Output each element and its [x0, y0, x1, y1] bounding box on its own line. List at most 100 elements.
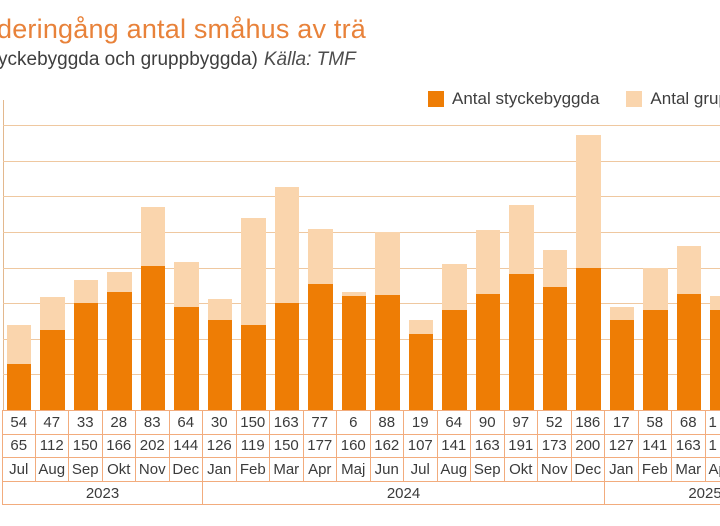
bar-styckebyggda-Nov-4: [140, 266, 165, 410]
bar-styckebyggda-Jul-0: [6, 363, 31, 410]
bar-gruppbyggda-Nov-4: [140, 207, 165, 267]
bar-gruppbyggda-Apr-9: [308, 229, 333, 284]
cell-month-Maj: Maj: [337, 457, 371, 481]
bar-styckebyggda-Dec-17: [576, 267, 601, 410]
cell-styckebyggda-Nov: 173: [538, 433, 572, 457]
cell-month-Dec: Dec: [571, 457, 605, 481]
legend-item-gruppbyggda: Antal gruppbyggda: [626, 89, 720, 109]
bar-gruppbyggda-Jun-11: [375, 232, 400, 295]
bar-styckebyggda-Jul-12: [408, 333, 433, 410]
bar-styckebyggda-Sep-14: [475, 293, 500, 410]
bar-gruppbyggda-Dec-17: [576, 135, 601, 268]
legend-item-styckebyggda: Antal styckebyggda: [428, 89, 599, 109]
cell-month-Apr: Apr: [303, 457, 337, 481]
bar-styckebyggda-Aug-13: [442, 309, 467, 410]
cell-month-Jul: Jul: [2, 457, 36, 481]
cell-styckebyggda-Apr: 177: [303, 433, 337, 457]
bar-gruppbyggda-Jan-18: [609, 307, 634, 320]
gridline: [3, 232, 720, 233]
chart-title: deringång antal småhus av trä: [0, 14, 367, 44]
cell-year-2024: 2024: [203, 481, 605, 505]
bar-styckebyggda-Nov-16: [542, 286, 567, 410]
cell-gruppbyggda-Mar: 163: [270, 410, 304, 434]
cell-month-Jan: Jan: [605, 457, 639, 481]
table-row: 54 47 33 28 83 64 30 150 163 77 6 88 19 64 90 97 52 186 17…: [2, 410, 720, 434]
cell-styckebyggda-Mar: 150: [270, 433, 304, 457]
bar-styckebyggda-Feb-19: [643, 309, 668, 410]
cell-gruppbyggda-Sep: 33: [69, 410, 103, 434]
bar-styckebyggda-Dec-5: [174, 307, 199, 410]
chart-subtitle: yckebyggda och gruppbyggda) Källa: TMF: [0, 49, 356, 71]
cell-gruppbyggda-Mar: 68: [672, 410, 706, 434]
cell-month-Okt: Okt: [504, 457, 538, 481]
cell-month-partial: Apr: [705, 457, 720, 481]
bar-styckebyggda-Aug-1: [40, 330, 65, 410]
bar-gruppbyggda-Mar-20: [676, 245, 701, 294]
cell-gruppbyggda-Aug: 64: [437, 410, 471, 434]
y-axis-line: [3, 100, 4, 410]
bar-styckebyggda-partial: [710, 310, 720, 410]
cell-gruppbyggda-Feb: 150: [236, 410, 270, 434]
cell-styckebyggda-Jul: 65: [2, 433, 36, 457]
cell-styckebyggda-Aug: 112: [35, 433, 69, 457]
bar-gruppbyggda-Nov-16: [542, 249, 567, 287]
cell-styckebyggda-Dec: 144: [169, 433, 203, 457]
bar-styckebyggda-Okt-15: [509, 274, 534, 410]
legend: Antal styckebyggda Antal gruppbyggda: [428, 89, 720, 109]
gruppbyggda-swatch-icon: [626, 91, 643, 107]
bar-gruppbyggda-Jan-6: [207, 298, 232, 321]
cell-month-Dec: Dec: [169, 457, 203, 481]
legend-label: Antal gruppbyggda: [650, 89, 720, 108]
bar-gruppbyggda-Okt-15: [509, 204, 534, 274]
table-row: Jul Aug Sep Okt Nov Dec Jan Feb Mar Apr Maj Jun Jul A…: [2, 457, 720, 481]
gridline: [3, 196, 720, 198]
cell-styckebyggda-Feb: 119: [236, 433, 270, 457]
cell-styckebyggda-partial: 1: [705, 433, 720, 458]
cell-gruppbyggda-Maj: 6: [337, 410, 371, 434]
legend-label: Antal styckebyggda: [452, 89, 600, 108]
cell-gruppbyggda-Apr: 77: [303, 410, 337, 434]
cell-gruppbyggda-Nov: 52: [538, 410, 572, 434]
cell-styckebyggda-Jan: 127: [605, 433, 639, 457]
cell-month-Aug: Aug: [35, 457, 69, 481]
cell-gruppbyggda-Dec: 186: [571, 410, 605, 434]
cell-styckebyggda-Jan: 126: [203, 433, 237, 457]
bar-styckebyggda-Maj-10: [341, 296, 366, 410]
bar-gruppbyggda-Maj-10: [341, 291, 366, 297]
bar-gruppbyggda-Feb-19: [643, 268, 668, 310]
cell-month-Feb: Feb: [236, 457, 270, 481]
gridline: [3, 160, 720, 162]
cell-styckebyggda-Feb: 141: [638, 433, 672, 457]
table-row: 2023 2024 2025: [2, 481, 720, 505]
bar-styckebyggda-Okt-3: [107, 291, 132, 410]
bar-styckebyggda-Mar-20: [676, 293, 701, 410]
cell-styckebyggda-Jun: 162: [370, 433, 404, 457]
cell-year-2023: 2023: [2, 481, 203, 505]
gridline: [3, 125, 720, 127]
cell-month-Mar: Mar: [672, 457, 706, 481]
cell-styckebyggda-Maj: 160: [337, 433, 371, 457]
cell-month-Aug: Aug: [437, 457, 471, 481]
bar-gruppbyggda-Feb-7: [241, 218, 266, 326]
cell-styckebyggda-Mar: 163: [672, 433, 706, 457]
cell-gruppbyggda-Okt: 28: [102, 410, 136, 434]
cell-styckebyggda-Nov: 202: [136, 433, 170, 457]
cell-gruppbyggda-Jul: 19: [404, 410, 438, 434]
cell-month-Nov: Nov: [136, 457, 170, 481]
bar-styckebyggda-Jun-11: [375, 294, 400, 410]
data-table: 54 47 33 28 83 64 30 150 163 77 6 88 19 64 90 97 52 186 17…: [2, 410, 720, 505]
cell-month-Sep: Sep: [69, 457, 103, 481]
cell-month-Jul: Jul: [404, 457, 438, 481]
cell-gruppbyggda-Jan: 17: [605, 410, 639, 434]
cell-month-Jun: Jun: [370, 457, 404, 481]
cell-gruppbyggda-Jul: 54: [2, 410, 36, 434]
bar-gruppbyggda-Aug-1: [40, 296, 65, 331]
bar-gruppbyggda-Sep-14: [475, 229, 500, 294]
bar-gruppbyggda-Aug-13: [442, 264, 467, 310]
cell-styckebyggda-Sep: 163: [471, 433, 505, 457]
bar-styckebyggda-Jan-6: [207, 320, 232, 410]
cell-month-Nov: Nov: [538, 457, 572, 481]
cell-gruppbyggda-Jan: 30: [203, 410, 237, 434]
plot-area: [0, 100, 720, 410]
